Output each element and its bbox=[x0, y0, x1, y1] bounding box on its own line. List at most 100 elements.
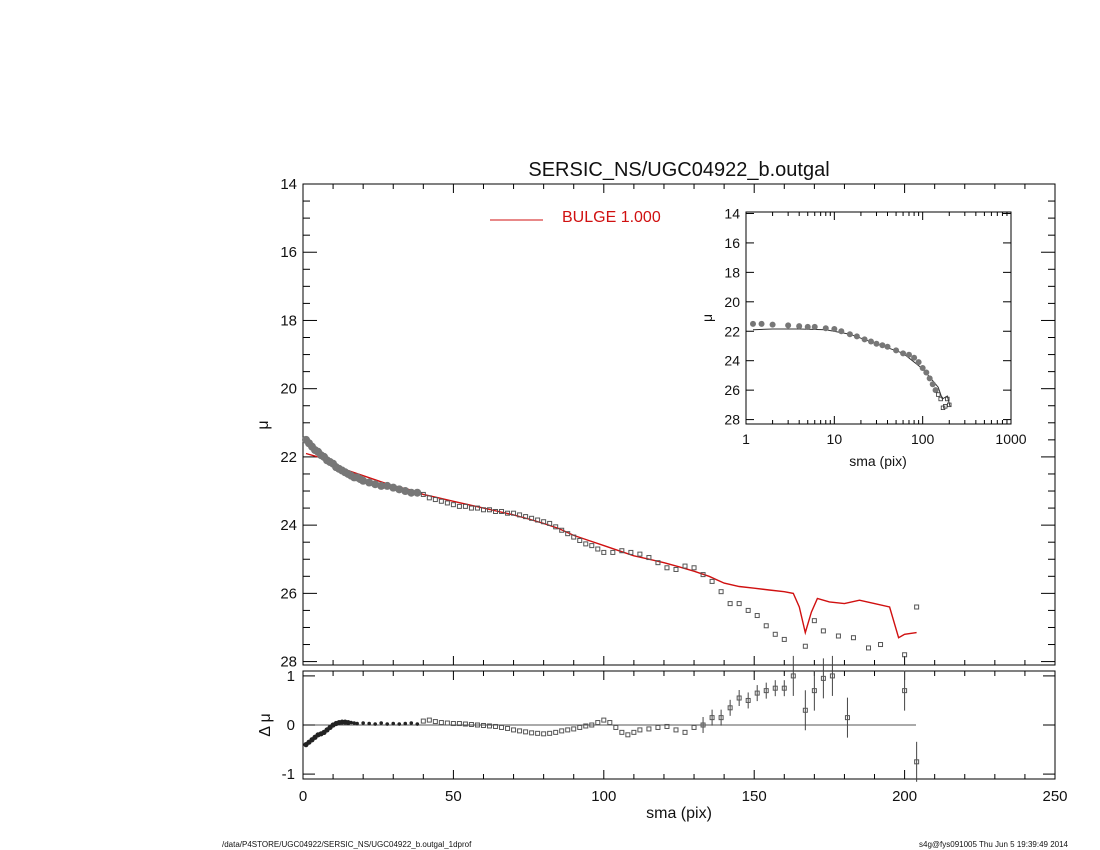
main-y-tick-label: 20 bbox=[280, 381, 297, 398]
residual-point bbox=[352, 721, 356, 725]
residual-point bbox=[625, 732, 631, 738]
inset-y-tick-label: 28 bbox=[724, 412, 740, 428]
model-line bbox=[305, 452, 917, 639]
data-point bbox=[571, 534, 577, 540]
data-point bbox=[718, 589, 724, 595]
data-point bbox=[359, 476, 368, 485]
legend-label: BULGE 1.000 bbox=[562, 209, 661, 226]
residual-point bbox=[646, 726, 652, 732]
inset-x-tick-label: 1000 bbox=[995, 431, 1026, 447]
data-point bbox=[493, 508, 499, 514]
residual-point bbox=[763, 688, 769, 694]
residual-point bbox=[486, 723, 492, 729]
residual-point bbox=[480, 722, 486, 728]
residual-point bbox=[523, 729, 529, 735]
inset-data-point bbox=[893, 347, 900, 354]
data-point bbox=[541, 519, 547, 525]
residual-point bbox=[631, 729, 637, 735]
x-tick-label: 200 bbox=[892, 788, 917, 805]
inset-x-axis-label: sma (pix) bbox=[849, 453, 907, 469]
data-point bbox=[781, 636, 787, 642]
inset-y-tick-label: 22 bbox=[724, 323, 740, 339]
main-y-tick-label: 24 bbox=[280, 517, 297, 534]
data-point bbox=[691, 565, 697, 571]
residual-point bbox=[438, 720, 444, 726]
inset-data-point bbox=[769, 321, 776, 328]
inset-data-point bbox=[822, 325, 829, 332]
data-point bbox=[383, 481, 392, 490]
residual-point bbox=[535, 730, 541, 736]
inset-x-tick-label: 10 bbox=[827, 431, 843, 447]
data-point bbox=[426, 495, 432, 501]
data-point bbox=[835, 633, 841, 639]
main-y-tick-label: 28 bbox=[280, 654, 297, 671]
residual-point bbox=[559, 728, 565, 734]
data-point bbox=[468, 505, 474, 511]
residual-point bbox=[468, 722, 474, 728]
data-point bbox=[772, 631, 778, 637]
residual-point bbox=[493, 723, 499, 729]
residual-point bbox=[583, 723, 589, 729]
main-y-tick-label: 14 bbox=[280, 176, 297, 193]
data-point bbox=[553, 524, 559, 530]
data-point bbox=[523, 514, 529, 520]
main-y-axis-label: μ bbox=[255, 420, 272, 429]
data-point bbox=[637, 551, 643, 557]
x-tick-label: 150 bbox=[742, 788, 767, 805]
inset-data-point bbox=[838, 328, 845, 335]
inset-data-point bbox=[926, 375, 933, 382]
residual-point bbox=[355, 721, 359, 726]
residual-point bbox=[829, 673, 835, 679]
residual-point bbox=[361, 721, 365, 725]
residual-point bbox=[403, 721, 408, 726]
data-point bbox=[559, 527, 565, 533]
main-y-tick-label: 18 bbox=[280, 312, 297, 329]
data-point bbox=[499, 508, 505, 514]
residual-point bbox=[541, 731, 547, 737]
inset-data-point bbox=[900, 350, 907, 357]
data-point bbox=[377, 481, 386, 490]
inset-y-tick-label: 18 bbox=[724, 264, 740, 280]
data-point bbox=[745, 607, 751, 613]
residual-point bbox=[577, 724, 583, 730]
residual-point bbox=[902, 688, 908, 694]
inset-y-tick-label: 16 bbox=[724, 235, 740, 251]
data-point bbox=[811, 618, 817, 624]
inset-data-point bbox=[884, 343, 891, 350]
data-point bbox=[420, 491, 426, 497]
residual-point bbox=[511, 727, 517, 733]
data-point bbox=[389, 483, 398, 492]
inset-panel: 1 10 100 1000 14 16 18 20 22 24 26 28 μ sma (pix) bbox=[699, 205, 1027, 469]
residual-point bbox=[367, 721, 371, 726]
data-point bbox=[754, 613, 760, 619]
residual-y-tick-label: -1 bbox=[282, 766, 295, 783]
data-point bbox=[517, 512, 523, 518]
x-tick-label: 100 bbox=[591, 788, 616, 805]
data-point bbox=[914, 604, 920, 610]
data-point bbox=[511, 510, 517, 516]
residual-point bbox=[426, 717, 432, 723]
residual-point bbox=[844, 715, 850, 721]
data-point bbox=[902, 652, 908, 658]
inset-data-point bbox=[911, 354, 918, 361]
residual-point bbox=[673, 727, 679, 733]
data-point bbox=[529, 515, 535, 521]
inset-data-point bbox=[831, 326, 838, 333]
data-point bbox=[444, 500, 450, 506]
inset-data-point bbox=[905, 351, 912, 358]
residual-point bbox=[736, 695, 742, 701]
residual-point bbox=[637, 727, 643, 733]
data-point bbox=[619, 548, 625, 554]
data-point bbox=[589, 543, 595, 549]
model-series bbox=[305, 452, 917, 639]
inset-frame bbox=[745, 211, 1012, 425]
residual-point bbox=[409, 721, 414, 725]
residual-point bbox=[565, 727, 571, 733]
inset-data-point bbox=[923, 369, 930, 376]
residual-point bbox=[601, 717, 607, 723]
data-point bbox=[577, 537, 583, 543]
residual-point bbox=[505, 725, 511, 731]
